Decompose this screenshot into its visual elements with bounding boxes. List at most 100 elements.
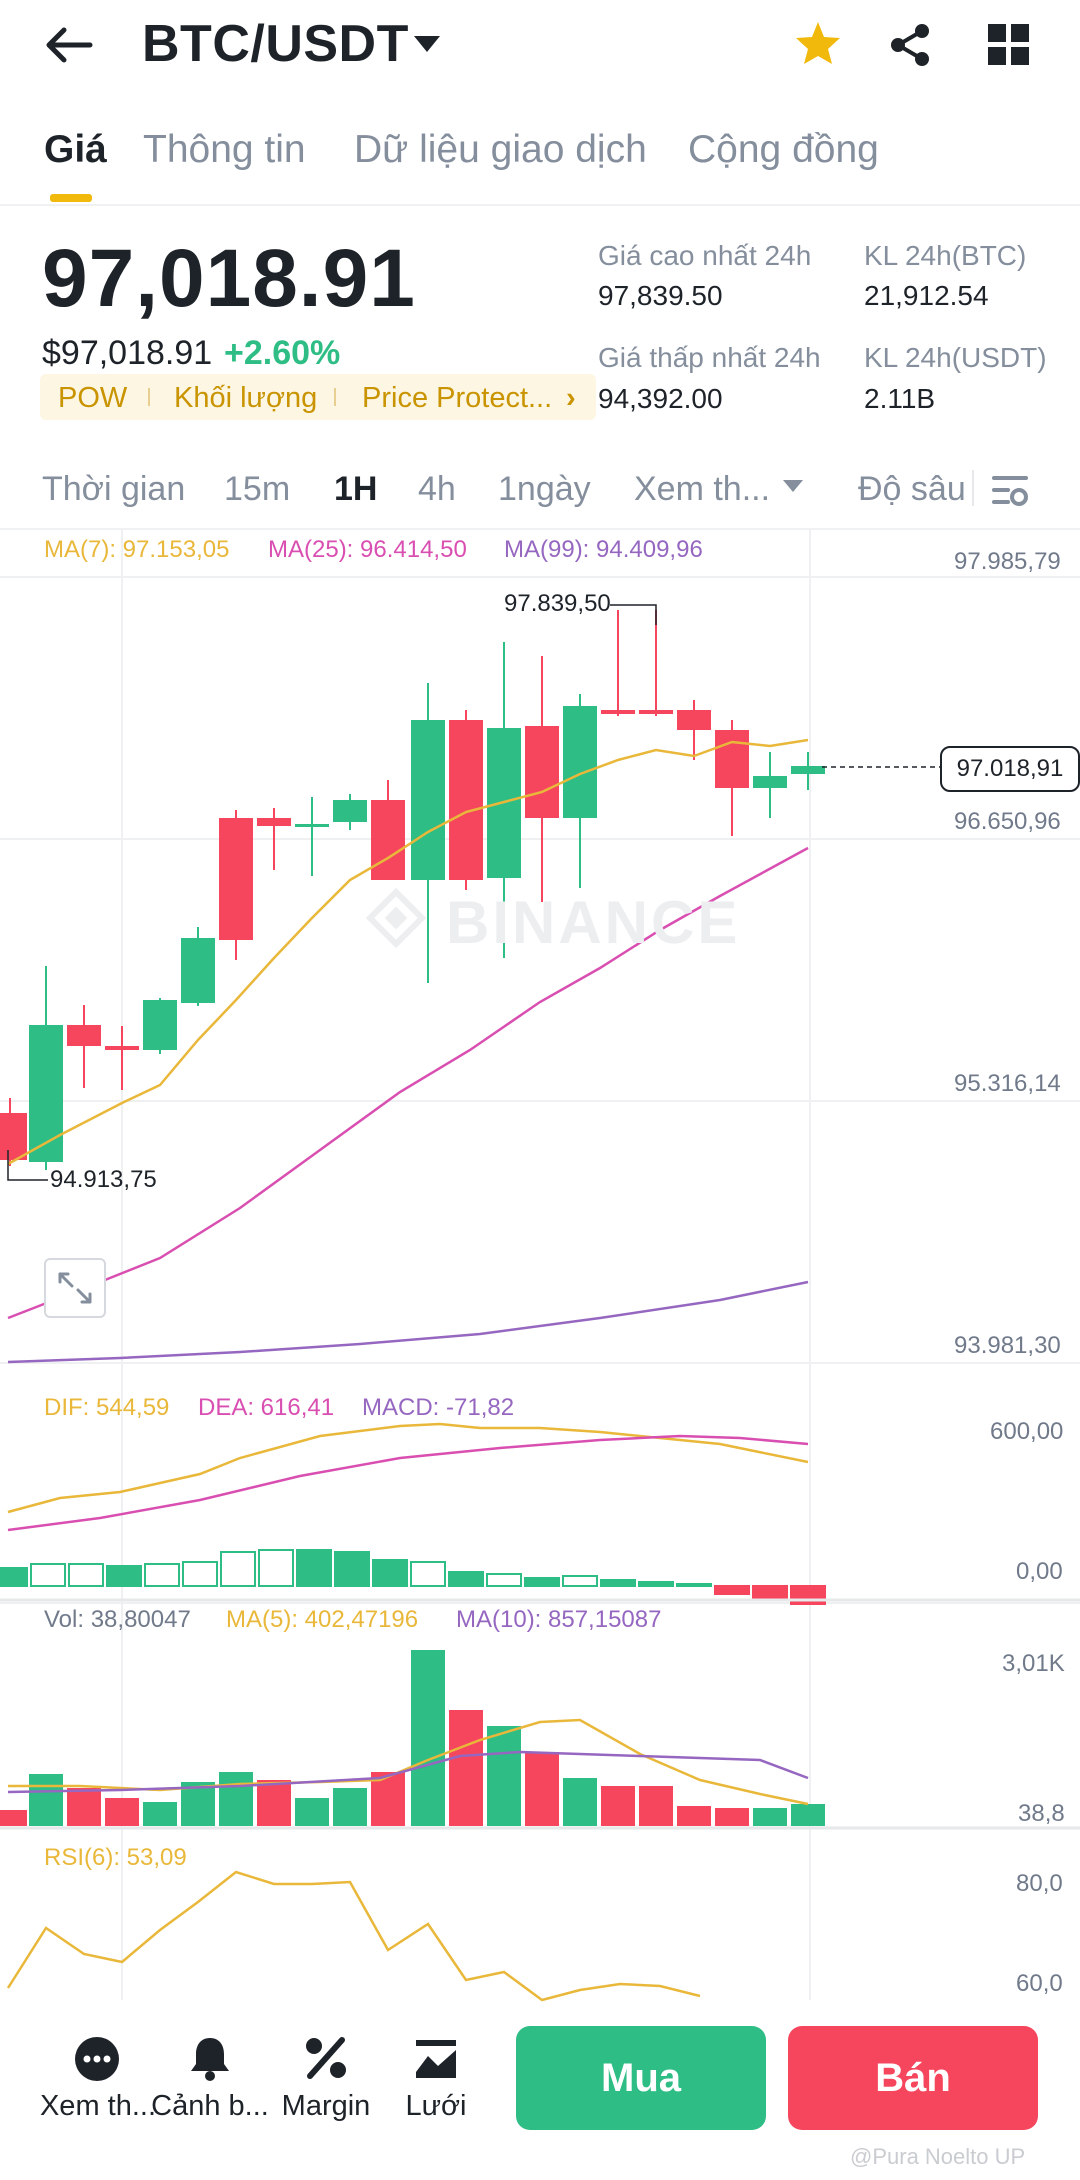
- more-dots-icon[interactable]: [74, 2036, 120, 2087]
- volume-ma10-line: [7, 1750, 809, 1794]
- timeframe-1day[interactable]: 1ngày: [498, 470, 591, 508]
- timeframe-time[interactable]: Thời gian: [42, 470, 186, 508]
- tag-volume[interactable]: Khối lượng: [174, 382, 318, 414]
- chevron-down-icon[interactable]: [782, 478, 804, 499]
- high-marker-line: [610, 604, 657, 625]
- volume-bar: [0, 1810, 27, 1826]
- tab-price[interactable]: Giá: [44, 128, 107, 171]
- tag-price-protect[interactable]: Price Protect...: [362, 382, 553, 414]
- macd-group: [0, 1422, 826, 1605]
- macd-histogram-bar: [144, 1563, 180, 1587]
- bottom-more-label[interactable]: Xem th...: [39, 2090, 157, 2122]
- volume-bar: [715, 1808, 749, 1826]
- high-price-marker: 97.839,50: [504, 590, 611, 617]
- axis-label: 95.316,14: [954, 1070, 1061, 1097]
- low-24h-value: 94,392.00: [598, 383, 723, 414]
- volume-bar: [257, 1780, 291, 1826]
- macd-dea-label: DEA: 616,41: [198, 1394, 335, 1421]
- candlestick-chart[interactable]: [0, 530, 1080, 2008]
- back-icon[interactable]: [40, 20, 100, 70]
- macd-histogram-bar: [372, 1559, 408, 1587]
- macd-histogram-bar: [0, 1567, 28, 1587]
- bottom-alert-label[interactable]: Cảnh b...: [151, 2090, 269, 2122]
- grid-bot-icon[interactable]: [414, 2038, 458, 2085]
- active-tab-indicator: [50, 194, 92, 202]
- depth-tab[interactable]: Độ sâu: [858, 470, 966, 508]
- volume-bar: [411, 1650, 445, 1826]
- favorite-star-icon[interactable]: [794, 20, 842, 71]
- macd-histogram-bar: [220, 1551, 256, 1587]
- volume-bar: [219, 1772, 253, 1826]
- volume-bar: [181, 1782, 215, 1826]
- axis-label: 600,00: [990, 1418, 1064, 1445]
- volume-bar: [601, 1786, 635, 1826]
- axis-label: 96.650,96: [954, 808, 1061, 835]
- axis-label: 3,01K: [1002, 1650, 1065, 1677]
- high-24h-label: Giá cao nhất 24h: [598, 240, 812, 271]
- chart-settings-icon[interactable]: [990, 470, 1030, 515]
- volume-group: [0, 1650, 825, 1826]
- rsi-line: [6, 1870, 701, 2002]
- volume-bar: [563, 1778, 597, 1826]
- candle-body: [677, 710, 711, 730]
- ma7-line: [7, 738, 809, 1166]
- fullscreen-expand-icon[interactable]: [44, 1258, 106, 1318]
- tag-more-chevron-icon[interactable]: ›: [566, 382, 576, 414]
- volume-bar: [753, 1808, 787, 1826]
- macd-histogram-bar: [182, 1561, 218, 1587]
- sell-button[interactable]: Bán: [788, 2026, 1038, 2130]
- low-24h-label: Giá thấp nhất 24h: [598, 342, 821, 373]
- volume-ma5-label: MA(5): 402,47196: [226, 1606, 419, 1633]
- timeframe-15m[interactable]: 15m: [224, 470, 291, 508]
- divider: [0, 204, 1080, 206]
- volume-bar: [67, 1788, 101, 1826]
- candle-body: [639, 710, 673, 714]
- low-price-marker: 94.913,75: [50, 1166, 157, 1193]
- tab-trading-data[interactable]: Dữ liệu giao dịch: [354, 128, 647, 171]
- candle-body: [753, 776, 787, 788]
- rsi-label: RSI(6): 53,09: [44, 1844, 187, 1871]
- volume-bar: [105, 1798, 139, 1826]
- axis-label: 60,0: [1016, 1970, 1063, 1997]
- bottom-grid-label[interactable]: Lưới: [405, 2090, 467, 2122]
- macd-histogram-bar: [448, 1571, 484, 1587]
- volume-bar: [791, 1804, 825, 1826]
- buy-button[interactable]: Mua: [516, 2026, 766, 2130]
- candle-body: [563, 706, 597, 818]
- timeframe-more[interactable]: Xem th...: [634, 470, 771, 508]
- volume-bar: [449, 1710, 483, 1826]
- tag-bar: [40, 374, 596, 420]
- bell-icon[interactable]: [188, 2034, 232, 2087]
- volume-bar: [333, 1788, 367, 1826]
- timeframe-4h[interactable]: 4h: [418, 470, 456, 508]
- macd-histogram-bar: [562, 1575, 598, 1587]
- pair-dropdown-icon[interactable]: [412, 34, 442, 61]
- share-icon[interactable]: [888, 22, 934, 73]
- price-change: +2.60%: [224, 334, 341, 372]
- divider: [0, 528, 1080, 530]
- vol-btc-label: KL 24h(BTC): [864, 240, 1027, 271]
- ma7-label: MA(7): 97.153,05: [44, 536, 230, 563]
- current-price-tag[interactable]: 97.018,91: [940, 746, 1080, 792]
- tab-community[interactable]: Cộng đồng: [688, 128, 879, 171]
- macd-histogram-bar: [638, 1581, 674, 1587]
- divider: [972, 470, 974, 506]
- volume-label: Vol: 38,80047: [44, 1606, 191, 1633]
- grid-menu-icon[interactable]: [988, 24, 1030, 71]
- timeframe-1h[interactable]: 1H: [334, 470, 378, 508]
- margin-percent-icon[interactable]: [304, 2036, 348, 2085]
- vol-usdt-label: KL 24h(USDT): [864, 342, 1047, 373]
- candle-body: [411, 720, 445, 880]
- high-24h-value: 97,839.50: [598, 280, 723, 311]
- axis-label: 97.985,79: [954, 548, 1061, 575]
- bottom-margin-label[interactable]: Margin: [281, 2090, 371, 2122]
- axis-label: 80,0: [1016, 1870, 1063, 1897]
- ma-lines-group: [7, 738, 809, 1364]
- macd-value-label: MACD: -71,82: [362, 1394, 515, 1421]
- tab-info[interactable]: Thông tin: [143, 128, 306, 171]
- pair-title[interactable]: BTC/USDT: [142, 15, 409, 73]
- candle-body: [67, 1025, 101, 1046]
- macd-histogram-bar: [410, 1561, 446, 1587]
- ma25-line: [7, 846, 809, 1320]
- tag-pow[interactable]: POW: [58, 382, 128, 414]
